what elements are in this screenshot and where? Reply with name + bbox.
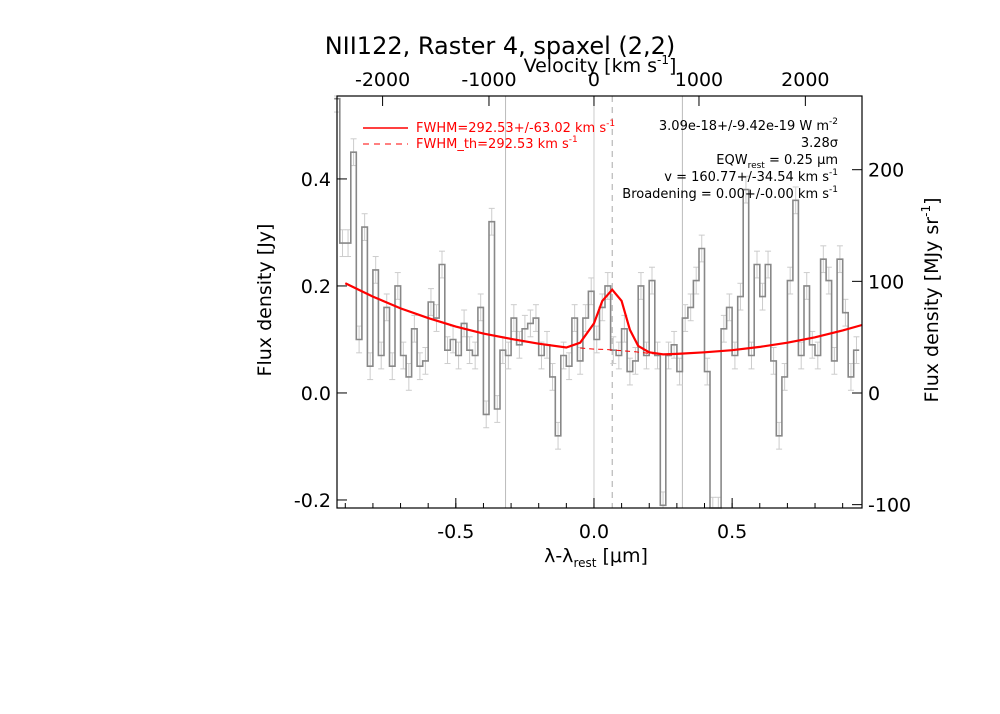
y-tick-label-2: 0.2 [301,276,331,298]
y-right-tick-label-1: 0 [868,383,880,405]
top-axis-title-text: Velocity [km s [524,55,657,77]
y-right-tick-label-2: 100 [868,271,904,293]
annotation-sigma: 3.28σ [801,136,838,151]
x-axis-title-sub: rest [573,556,596,570]
y-tick-label-1: 0.0 [301,383,331,405]
annotation-broadening: Broadening = 0.00+/-0.00 km s-1 [622,185,838,202]
legend-label-fit-text: FWHM=292.53+/-63.02 km s [416,121,606,136]
annotation-broadening-text: Broadening = 0.00+/-0.00 km s [622,187,829,202]
top-tick-label-3: 1000 [675,69,723,91]
y-axis-right-title: Flux density [MJy sr-1] [919,197,943,402]
chart-title: NII122, Raster 4, spaxel (2,2) [325,32,676,60]
legend-label-theory-text: FWHM_th=292.53 km s [416,137,569,152]
plot-frame [336,95,863,509]
annotation-flux-text: 3.09e-18+/-9.42e-19 W m [659,119,829,134]
legend-label-fit-sup: -1 [606,119,615,129]
x-tick-label-0: -0.5 [437,521,474,543]
annotation-velocity-text: v = 160.77+/-34.54 km s [664,170,829,185]
gaussian-fit-line [344,282,863,356]
top-axis-title: Velocity [km s-1] [524,53,677,77]
top-tick-label-0: -2000 [355,69,410,91]
y-right-tick-label-3: 200 [868,160,904,182]
annotation-flux: 3.09e-18+/-9.42e-19 W m-2 [659,117,838,134]
legend-label-theory-sup: -1 [569,135,578,145]
theory-fit-line [580,347,664,355]
top-axis-title-close: ] [669,55,676,77]
annotation-broadening-sup: -1 [829,185,838,195]
top-tick-label-4: 2000 [781,69,829,91]
y-axis-right-title-sup: -1 [919,205,933,217]
x-axis-title-lambda: λ-λ [544,545,573,567]
legend-label-theory: FWHM_th=292.53 km s-1 [416,135,578,152]
top-axis-title-sup: -1 [657,53,669,67]
y-axis-right-title-text: Flux density [MJy sr [921,217,943,403]
y-axis-title: Flux density [Jy] [254,224,276,377]
legend: FWHM=292.53+/-63.02 km s-1 FWHM_th=292.5… [363,119,615,152]
x-axis-title: λ-λrest [μm] [544,545,648,570]
annotation-eqw-sub: rest [748,161,766,171]
y-tick-label-3: 0.4 [301,169,331,191]
y-tick-label-0: -0.2 [294,490,331,512]
top-tick-label-1: -1000 [461,69,516,91]
annotation-eqw: EQWrest = 0.25 μm [716,153,838,171]
x-tick-label-2: 0.5 [717,521,747,543]
annotation-flux-sup: -2 [829,117,838,127]
annotation-velocity-sup: -1 [829,168,838,178]
fit-annotations: 3.09e-18+/-9.42e-19 W m-2 3.28σ EQWrest … [622,117,838,202]
x-tick-label-1: 0.0 [579,521,609,543]
legend-label-fit: FWHM=292.53+/-63.02 km s-1 [416,119,615,136]
x-axis-title-unit: [μm] [596,545,647,567]
annotation-eqw-tail: = 0.25 μm [765,153,838,168]
annotation-eqw-text: EQW [716,153,747,168]
y-axis-right-title-close: ] [921,197,943,204]
annotation-velocity: v = 160.77+/-34.54 km s-1 [664,168,838,185]
top-tick-label-2: 0 [588,69,600,91]
y-right-tick-label-0: -100 [868,495,911,517]
